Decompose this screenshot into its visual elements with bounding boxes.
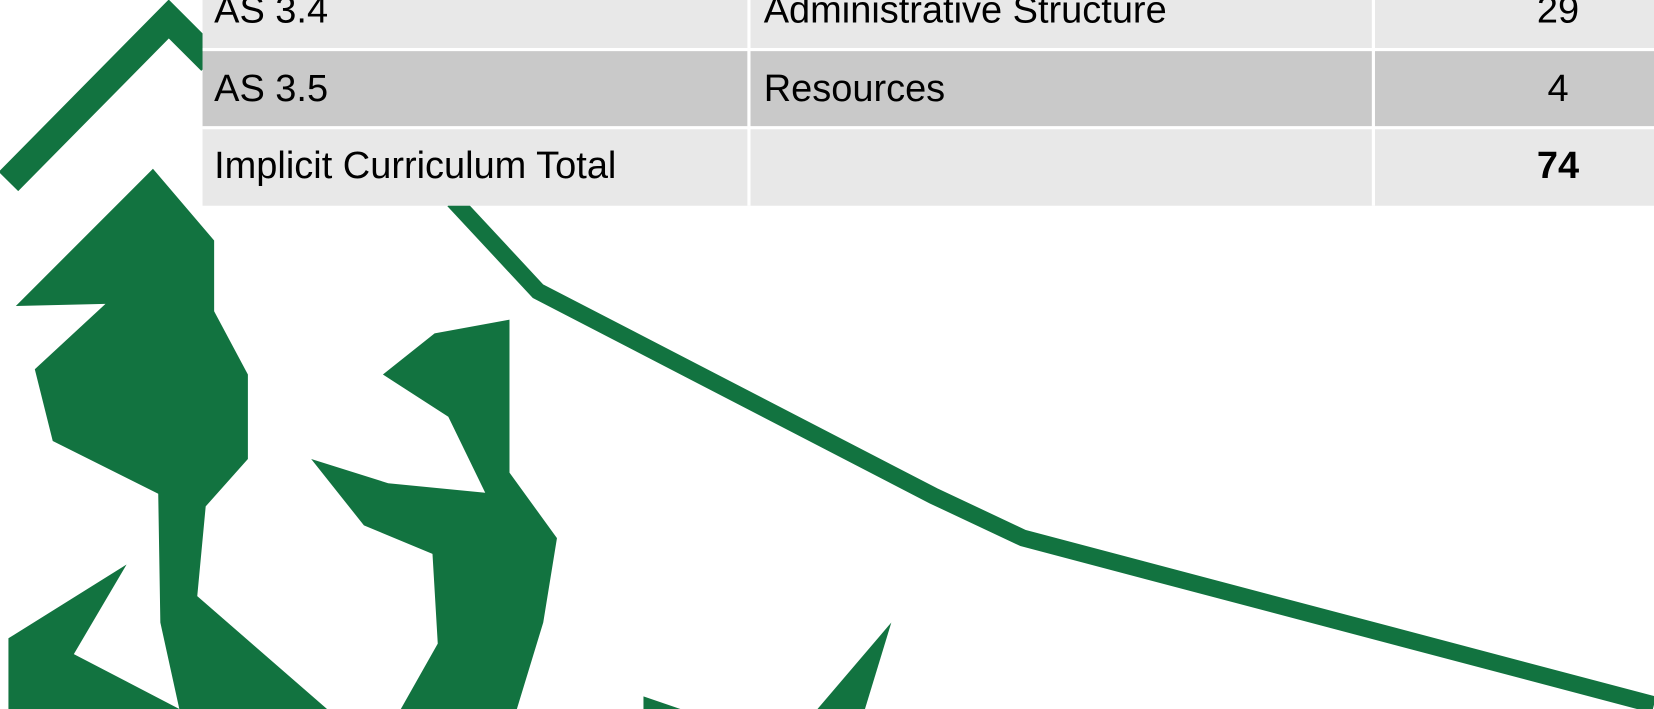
total-count: 74 — [1537, 145, 1579, 187]
cell-name: Administrative Structure — [764, 0, 1167, 32]
table: AS 3.4 Administrative Structure 29 AS 3.… — [203, 0, 1654, 206]
decor-shape — [8, 564, 179, 709]
cell-count: 4 — [1547, 68, 1568, 110]
page: {"table": {"rows": [ {"code": "AS 3.4", … — [0, 0, 1654, 709]
decor-shape — [818, 622, 892, 709]
cell-count: 29 — [1537, 0, 1579, 32]
slide: AS 3.4 Administrative Structure 29 AS 3.… — [0, 0, 1654, 709]
cell-code: AS 3.4 — [214, 0, 328, 32]
decor-shape — [311, 320, 557, 709]
decor-shape — [643, 696, 680, 709]
cell-code: AS 3.5 — [214, 68, 328, 110]
decor-line — [8, 19, 211, 181]
decor-line — [454, 200, 1654, 704]
total-label: Implicit Curriculum Total — [214, 145, 616, 187]
cell-name: Resources — [764, 68, 945, 110]
